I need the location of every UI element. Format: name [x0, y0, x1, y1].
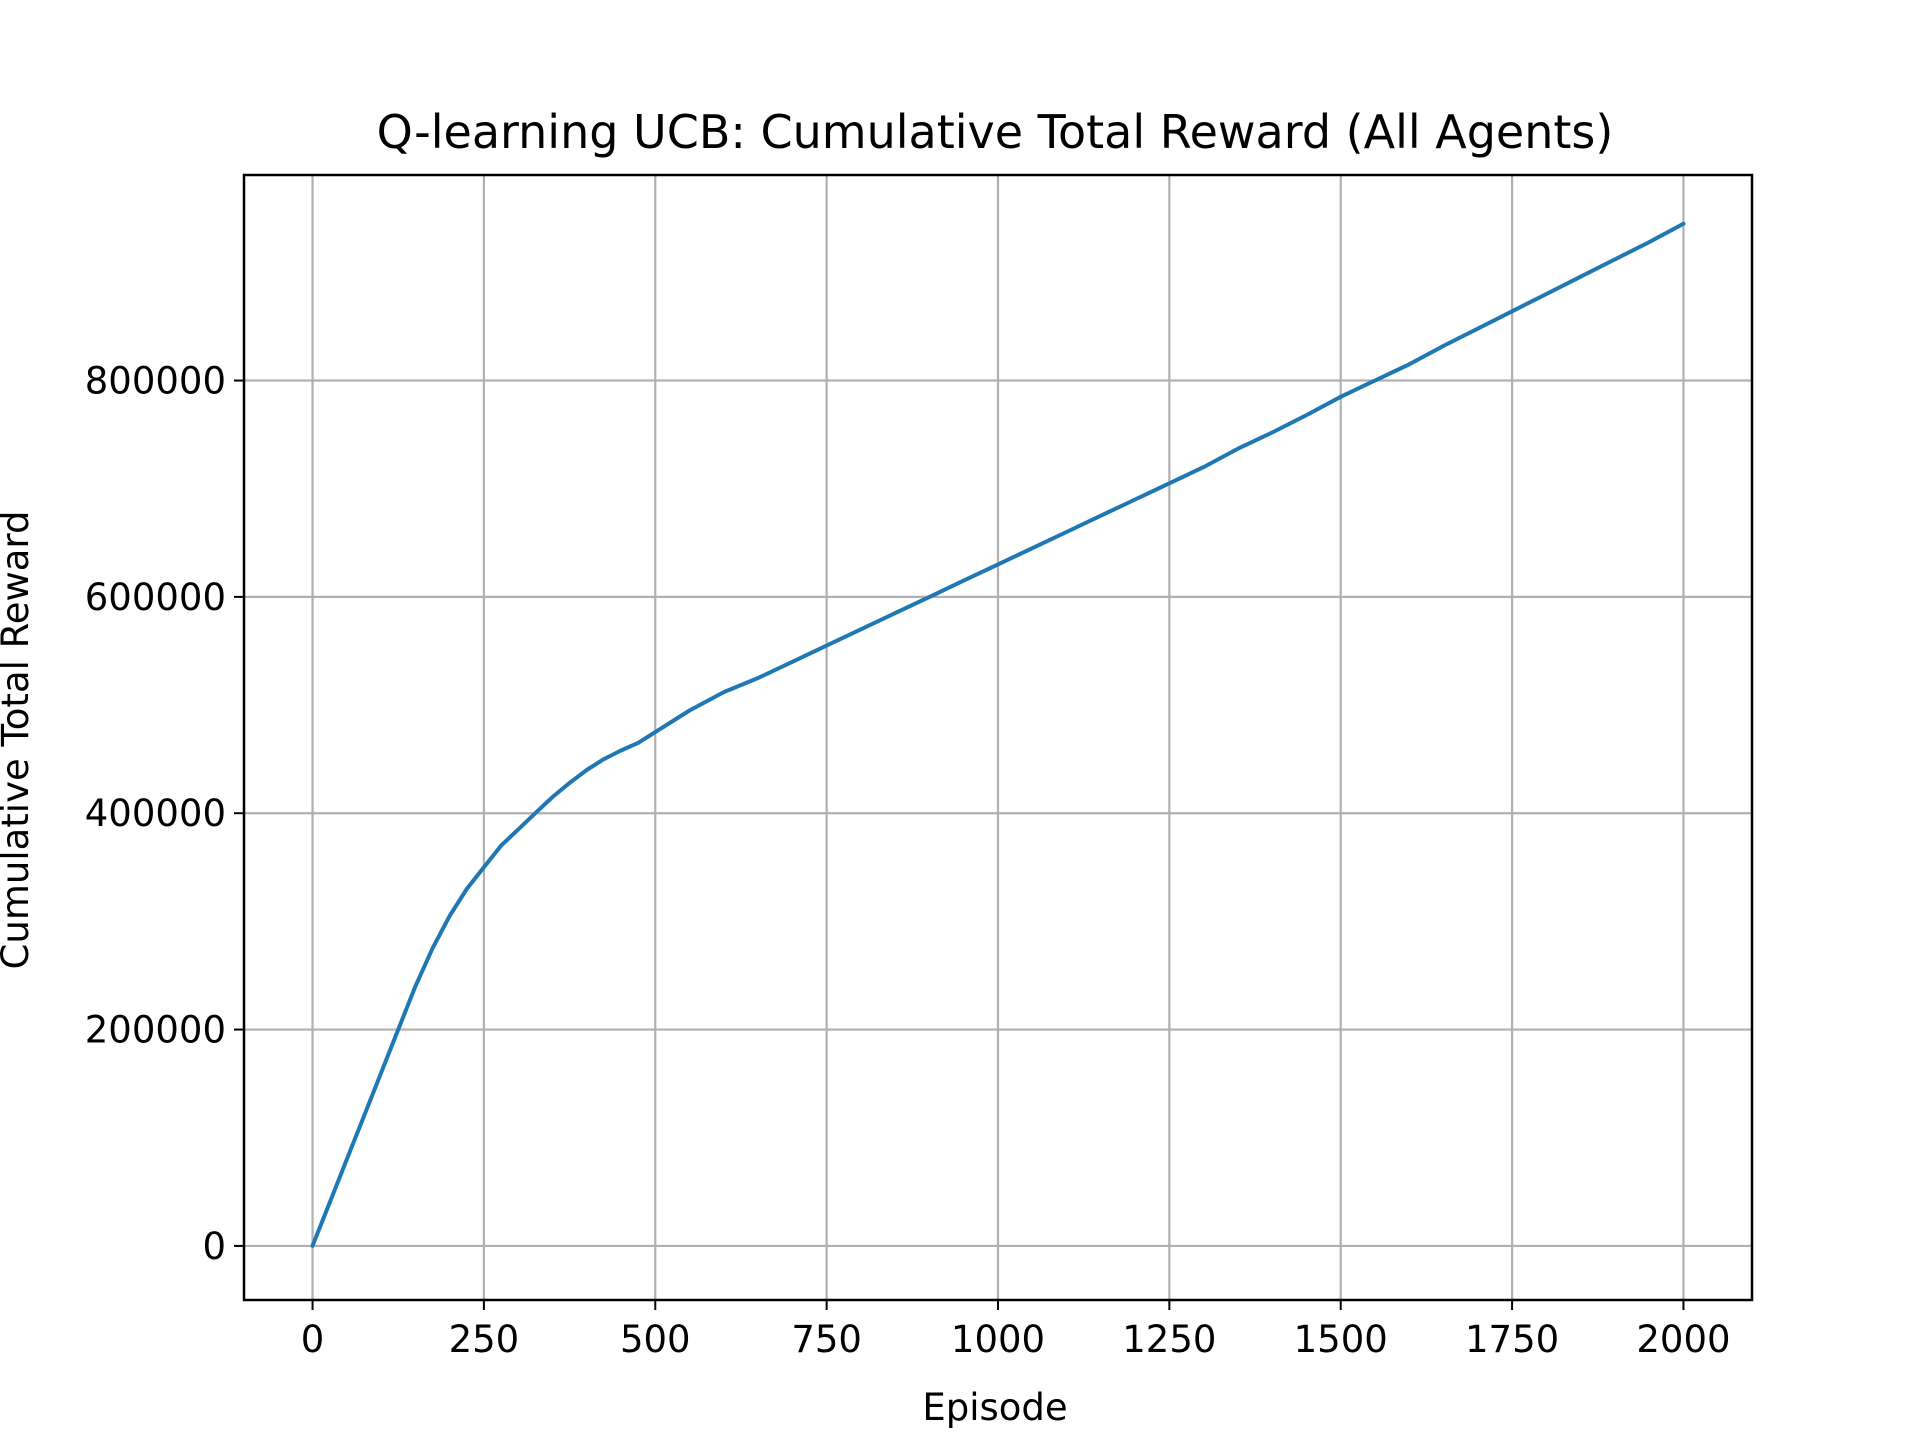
y-tick-label-2: 400000 [85, 792, 226, 835]
x-tick-label-5: 1250 [1122, 1318, 1216, 1361]
grid-lines [244, 175, 1752, 1300]
x-tick-label-8: 2000 [1636, 1318, 1730, 1361]
x-tick-label-6: 1500 [1294, 1318, 1388, 1361]
x-tick-label-4: 1000 [951, 1318, 1045, 1361]
y-tick-label-4: 800000 [85, 360, 226, 403]
series-lines [310, 221, 1686, 1248]
x-tick-label-2: 500 [620, 1318, 691, 1361]
y-axis-label: Cumulative Total Reward [0, 511, 37, 970]
chart-title: Q-learning UCB: Cumulative Total Reward … [377, 105, 1614, 159]
y-tick-label-3: 600000 [85, 576, 226, 619]
axis-ticks: 0 250 500 750 1000 1250 1500 1750 2000 0 200000 400… [85, 360, 1731, 1361]
x-tick-label-7: 1750 [1465, 1318, 1559, 1361]
series-line-0 [310, 221, 1686, 1248]
x-tick-label-3: 750 [791, 1318, 862, 1361]
x-tick-label-0: 0 [301, 1318, 325, 1361]
y-tick-label-0: 0 [202, 1225, 226, 1268]
x-axis-label: Episode [922, 1386, 1067, 1429]
y-tick-label-1: 200000 [85, 1009, 226, 1052]
x-tick-label-1: 250 [449, 1318, 520, 1361]
